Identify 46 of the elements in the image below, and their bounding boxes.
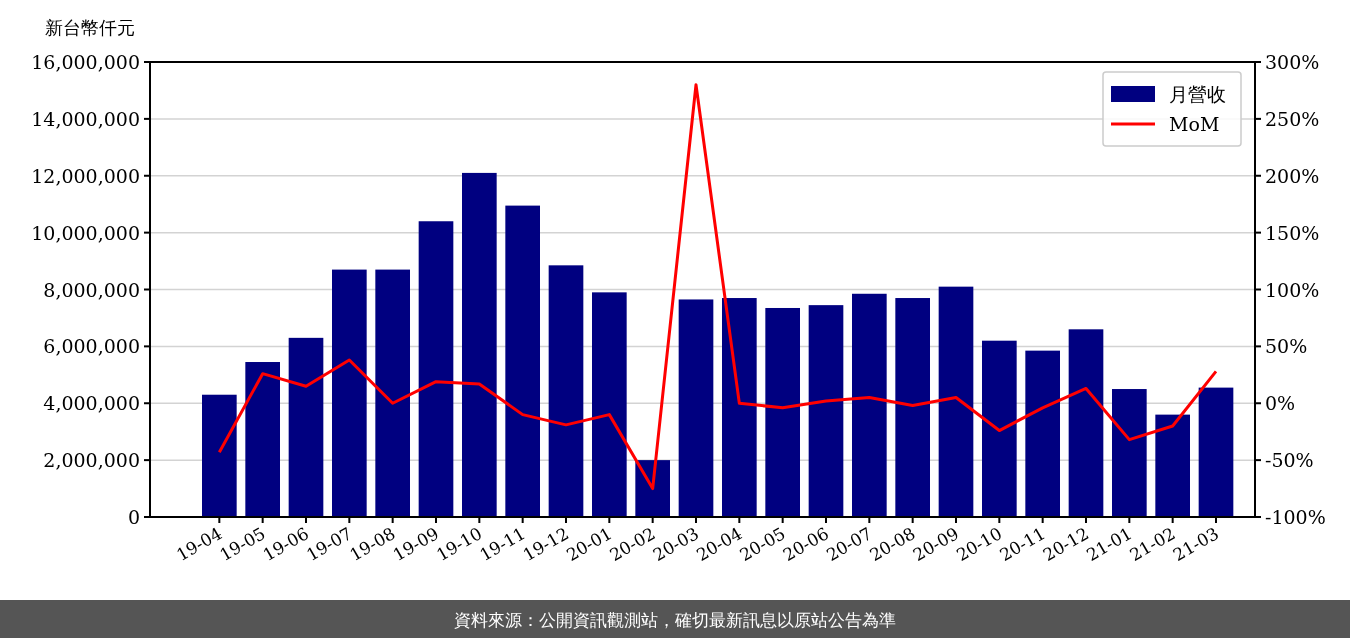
y-tick-label: 0	[127, 506, 140, 528]
bar	[1025, 350, 1060, 517]
y-tick-label: 16,000,000	[31, 51, 140, 73]
legend-label: MoM	[1169, 113, 1220, 135]
y2-tick-label: 300%	[1265, 51, 1320, 73]
y-tick-label: 14,000,000	[31, 107, 140, 130]
bar	[852, 293, 887, 517]
bar	[592, 292, 627, 517]
y-tick-label: 10,000,000	[31, 221, 140, 244]
bar	[1155, 414, 1190, 517]
bar	[288, 337, 324, 517]
bar	[202, 394, 237, 517]
bar	[1198, 387, 1234, 517]
bar	[982, 340, 1017, 517]
y2-tick-label: 200%	[1265, 164, 1320, 187]
bar	[635, 460, 670, 517]
bar	[1112, 389, 1147, 517]
y2-tick-label: -50%	[1265, 449, 1314, 472]
y2-tick-label: -100%	[1265, 506, 1326, 528]
y-tick-label: 8,000,000	[43, 278, 140, 301]
y2-tick-label: 100%	[1265, 278, 1320, 301]
y-tick-label: 2,000,000	[43, 449, 140, 472]
y2-tick-label: 150%	[1265, 221, 1320, 244]
bar	[462, 172, 497, 517]
bar	[375, 269, 410, 517]
source-note: 資料來源：公開資訊觀測站，確切最新訊息以原站公告為準	[454, 610, 896, 630]
bar	[808, 305, 844, 517]
y-tick-label: 12,000,000	[31, 164, 140, 187]
bar	[938, 286, 974, 517]
y2-tick-label: 50%	[1265, 335, 1308, 358]
bar	[418, 221, 454, 517]
y-axis-title: 新台幣仟元	[45, 17, 135, 38]
bar	[678, 299, 714, 517]
y2-tick-label: 0%	[1265, 392, 1296, 415]
y-tick-label: 4,000,000	[43, 392, 140, 415]
bar	[332, 269, 367, 517]
bar	[765, 307, 800, 517]
bar	[245, 362, 280, 517]
y-tick-label: 6,000,000	[43, 335, 140, 358]
bar	[548, 265, 584, 517]
legend-label: 月營收	[1169, 83, 1226, 105]
bar	[505, 205, 540, 517]
bar	[1068, 329, 1104, 517]
bar	[722, 298, 757, 517]
bar	[895, 298, 930, 517]
y2-tick-label: 250%	[1265, 107, 1320, 130]
